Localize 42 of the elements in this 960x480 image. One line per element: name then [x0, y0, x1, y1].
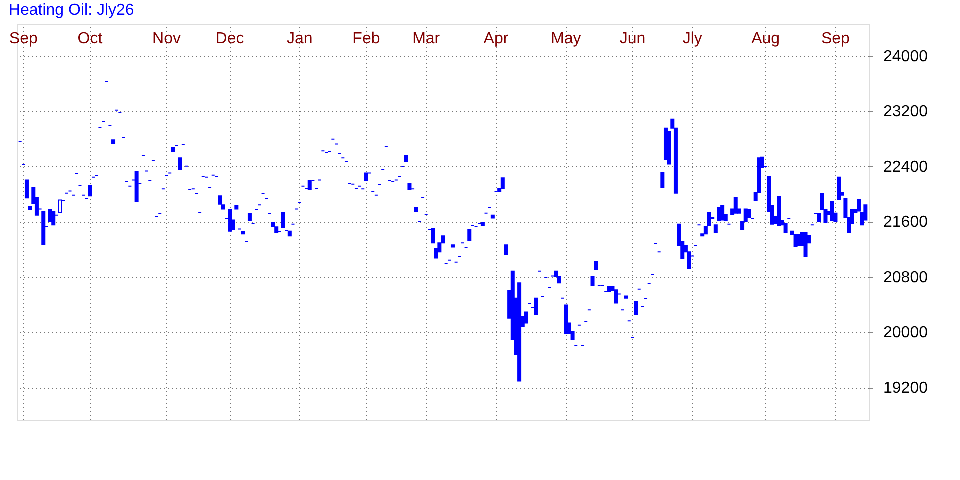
candlestick	[830, 201, 834, 222]
candlestick	[58, 200, 62, 214]
candlestick	[52, 211, 56, 226]
candlestick	[281, 212, 286, 228]
x-tick-label: Jly	[682, 30, 702, 48]
y-tick-label: 19200	[884, 380, 928, 398]
x-tick-label: Nov	[152, 30, 181, 48]
y-tick-label: 23200	[884, 104, 928, 121]
y-tick-label: 20800	[884, 269, 928, 286]
candlestick	[614, 290, 618, 304]
x-tick-label: Apr	[484, 30, 510, 48]
candlestick	[837, 176, 842, 200]
candlestick	[88, 185, 92, 197]
x-tick-label: May	[551, 30, 582, 48]
candlestick	[504, 244, 508, 256]
candlestick	[660, 172, 665, 188]
y-tick-label: 21600	[884, 214, 928, 232]
candlestick	[178, 158, 182, 170]
candlestick	[500, 178, 505, 189]
y-tick-label: 24000	[884, 48, 928, 66]
x-tick-label: Feb	[352, 30, 380, 48]
candlestick	[524, 312, 528, 324]
x-tick-label: Jan	[286, 30, 313, 48]
candlestick	[634, 301, 638, 316]
chart-title: Heating Oil: Jly26	[8, 2, 134, 19]
candlestick	[24, 180, 29, 199]
x-tick-label: Dec	[216, 30, 244, 48]
x-tick-label: Jun	[620, 30, 646, 48]
y-tick-label: 20000	[884, 324, 928, 342]
candlestick	[431, 228, 436, 244]
x-tick-label: Aug	[752, 30, 780, 48]
candlestick	[734, 196, 738, 214]
candlestick	[534, 298, 538, 316]
x-tick-label: Oct	[78, 30, 104, 48]
candlestick	[794, 234, 798, 248]
x-tick-label: Mar	[412, 30, 441, 48]
candlestick	[717, 207, 722, 222]
x-tick-label: Sep	[9, 30, 38, 48]
y-tick-label: 22400	[884, 158, 928, 176]
candlestick	[48, 209, 52, 222]
x-tick-label: Sep	[821, 30, 850, 48]
candlestick	[468, 229, 472, 242]
